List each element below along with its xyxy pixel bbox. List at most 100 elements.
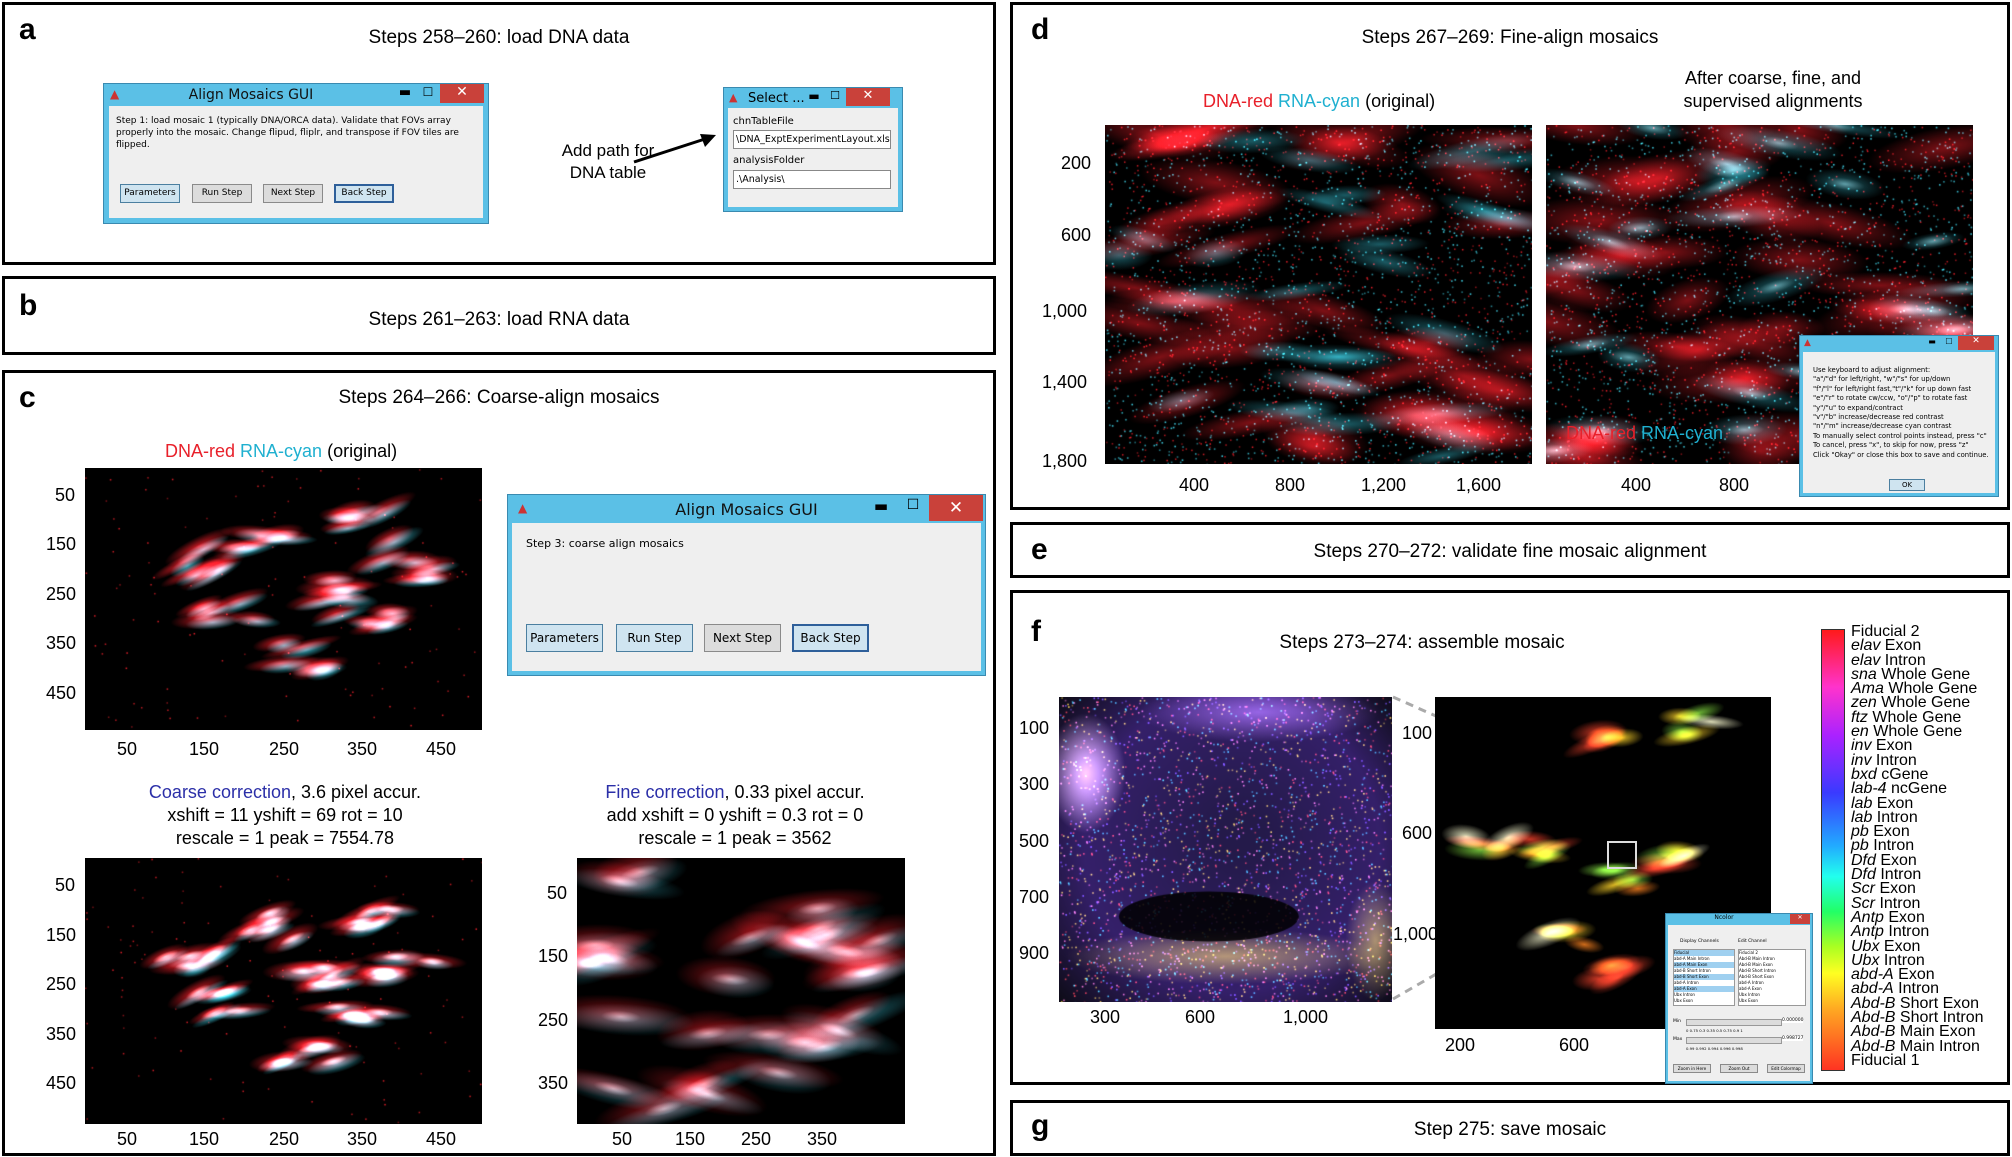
matlab-icon: ▲ bbox=[518, 501, 528, 515]
zoom-in-here-button[interactable]: Zoom in Here bbox=[1673, 1064, 1711, 1073]
align-mosaics-window-c: ▲ Align Mosaics GUI ▬ ☐ ✕ Step 3: coarse… bbox=[507, 494, 986, 676]
legend-dna: DNA-red bbox=[165, 441, 236, 461]
parameters-button[interactable]: Parameters bbox=[120, 184, 180, 203]
legend-entry: lab-4 ncGene bbox=[1851, 780, 1948, 798]
legend-entry: inv Intron bbox=[1851, 751, 1917, 769]
legend-entry: ftz Whole Gene bbox=[1851, 708, 1962, 726]
close-button[interactable]: ✕ bbox=[440, 84, 484, 103]
maximize-button[interactable]: ☐ bbox=[906, 497, 920, 513]
maximize-button[interactable]: ☐ bbox=[830, 89, 840, 102]
legend-entry: bxd cGene bbox=[1851, 765, 1929, 783]
legend-entry: zen Whole Gene bbox=[1851, 694, 1971, 712]
right-image-title: After coarse, fine, and supervised align… bbox=[1683, 68, 1863, 111]
panel-a: a Steps 258–260: load DNA data ▲ Align M… bbox=[2, 2, 996, 265]
keyboard-alignment-dialog: ▲ ▬ ☐ ✕ Use keyboard to adjust alignment… bbox=[1799, 335, 1999, 497]
next-step-button[interactable]: Next Step bbox=[263, 184, 323, 203]
maximize-button[interactable]: ☐ bbox=[422, 85, 434, 99]
next-step-button[interactable]: Next Step bbox=[704, 624, 781, 652]
legend-entry: Antp Exon bbox=[1851, 908, 1925, 926]
matlab-icon: ▲ bbox=[110, 87, 120, 101]
legend-entry: Ubx Exon bbox=[1851, 937, 1921, 955]
image-coarse-c bbox=[85, 858, 482, 1124]
legend-suffix: (original) bbox=[327, 441, 398, 461]
arrow-icon bbox=[633, 134, 716, 164]
legend-rna: RNA-cyan bbox=[1278, 91, 1361, 111]
close-button[interactable]: ✕ bbox=[1790, 914, 1810, 924]
legend-entry: Dfd Exon bbox=[1851, 851, 1917, 869]
run-step-button[interactable]: Run Step bbox=[192, 184, 252, 203]
minimize-button[interactable]: ▬ bbox=[398, 85, 412, 100]
window-title: Select ... bbox=[748, 91, 805, 106]
legend-suffix: (original) bbox=[1365, 91, 1436, 111]
minimize-button[interactable]: ▬ bbox=[1928, 337, 1936, 346]
panel-label-d: d bbox=[1031, 13, 1050, 46]
legend-entry: en Whole Gene bbox=[1851, 723, 1963, 741]
panel-title-c: Steps 264–266: Coarse-align mosaics bbox=[338, 387, 660, 408]
ncolor-window: Ncolor ✕ Display Channels Edit Channel F… bbox=[1665, 913, 1813, 1084]
fine-rescale: rescale = 1 peak = 3562 bbox=[638, 828, 832, 848]
panel-label-a: a bbox=[19, 13, 36, 46]
panel-e: e Steps 270–272: validate fine mosaic al… bbox=[1010, 522, 2010, 578]
legend-entry: inv Exon bbox=[1851, 737, 1913, 755]
legend-entry: Abd-B Short Intron bbox=[1851, 1009, 1984, 1027]
back-step-button[interactable]: Back Step bbox=[792, 624, 869, 652]
legend-entry: Ubx Intron bbox=[1851, 951, 1925, 969]
legend-entry: lab Intron bbox=[1851, 808, 1918, 826]
legend-entry: Abd-B Short Exon bbox=[1851, 994, 1980, 1012]
fine-title: Fine correction bbox=[605, 782, 725, 802]
edit-channel-list[interactable]: Fiducial 2 Abd-B Main Intron Abd-B Main … bbox=[1738, 949, 1806, 1006]
ok-button[interactable]: OK bbox=[1889, 479, 1925, 491]
panel-c: c Steps 264–266: Coarse-align mosaics DN… bbox=[2, 370, 996, 1156]
legend-entry: elav Intron bbox=[1851, 651, 1926, 669]
panel-title-d: Steps 267–269: Fine-align mosaics bbox=[1361, 27, 1659, 48]
window-title: Align Mosaics GUI bbox=[188, 87, 314, 103]
legend-entry: Ama Whole Gene bbox=[1851, 680, 1978, 698]
panel-title-g: Step 275: save mosaic bbox=[1413, 1119, 1607, 1140]
legend-dna: DNA-red bbox=[1203, 91, 1274, 111]
fine-correction-caption: Fine correction, 0.33 pixel accur. add x… bbox=[565, 781, 905, 850]
field-label-analysisfolder: analysisFolder bbox=[733, 155, 805, 166]
select-window: ▲ Select ... ▬ ☐ ✕ chnTableFile \DNA_Exp… bbox=[723, 87, 903, 212]
parameters-button[interactable]: Parameters bbox=[526, 624, 603, 652]
annotation-line-2: DNA table bbox=[569, 163, 647, 182]
legend-entry: elav Exon bbox=[1851, 637, 1922, 655]
chntablefile-input[interactable]: \DNA_ExptExperimentLayout.xlsx bbox=[733, 130, 891, 149]
panel-f: f Steps 273–274: assemble mosaic 100 300… bbox=[1010, 590, 2010, 1085]
legend-entry: Fiducial 1 bbox=[1851, 1051, 1920, 1069]
coarse-correction-caption: Coarse correction, 3.6 pixel accur. xshi… bbox=[85, 781, 485, 850]
analysisfolder-input[interactable]: .\Analysis\ bbox=[733, 170, 891, 189]
gene-legend: Fiducial 2 elav Exon elav Intron sna Whole … bbox=[1851, 623, 1984, 1069]
legend-entry: Dfd Intron bbox=[1851, 866, 1922, 884]
run-step-button[interactable]: Run Step bbox=[616, 624, 693, 652]
coarse-params: xshift = 11 yshift = 69 rot = 10 bbox=[167, 805, 403, 825]
legend-rna: RNA-cyan bbox=[240, 441, 323, 461]
legend-entry: Abd-B Main Exon bbox=[1851, 1023, 1976, 1041]
max-slider[interactable] bbox=[1686, 1037, 1782, 1044]
panel-label-f: f bbox=[1031, 615, 1041, 648]
min-slider[interactable] bbox=[1686, 1019, 1782, 1026]
ncolor-title: Ncolor bbox=[1714, 914, 1734, 921]
matlab-icon: ▲ bbox=[1804, 338, 1811, 348]
edit-colormap-button[interactable]: Edit Colormap bbox=[1767, 1064, 1805, 1073]
step-text: Step 3: coarse align mosaics bbox=[526, 537, 684, 550]
zoom-out-button[interactable]: Zoom Out bbox=[1720, 1064, 1758, 1073]
display-channels-list[interactable]: Fiducial abd-A Main Intron abd-A Main Ex… bbox=[1673, 949, 1735, 1006]
image-assembled-f bbox=[1435, 697, 1771, 1029]
coarse-rescale: rescale = 1 peak = 7554.78 bbox=[175, 828, 395, 848]
close-button[interactable]: ✕ bbox=[929, 495, 983, 521]
minimize-button[interactable]: ▬ bbox=[808, 89, 820, 103]
image-original-c bbox=[85, 468, 482, 730]
matlab-icon: ▲ bbox=[729, 91, 738, 104]
close-button[interactable]: ✕ bbox=[1958, 336, 1994, 350]
back-step-button[interactable]: Back Step bbox=[334, 184, 394, 203]
coarse-title: Coarse correction bbox=[148, 782, 291, 802]
legend-entry: abd-A Intron bbox=[1851, 980, 1940, 998]
legend-entry: Antp Intron bbox=[1851, 923, 1930, 941]
field-label-chntablefile: chnTableFile bbox=[733, 116, 794, 127]
legend-entry: Fiducial 2 bbox=[1851, 623, 1920, 640]
legend-entry: Scr Intron bbox=[1851, 894, 1921, 912]
maximize-button[interactable]: ☐ bbox=[1945, 337, 1953, 346]
close-button[interactable]: ✕ bbox=[846, 88, 890, 106]
legend-entry: lab Exon bbox=[1851, 794, 1914, 812]
minimize-button[interactable]: ▬ bbox=[873, 497, 889, 515]
